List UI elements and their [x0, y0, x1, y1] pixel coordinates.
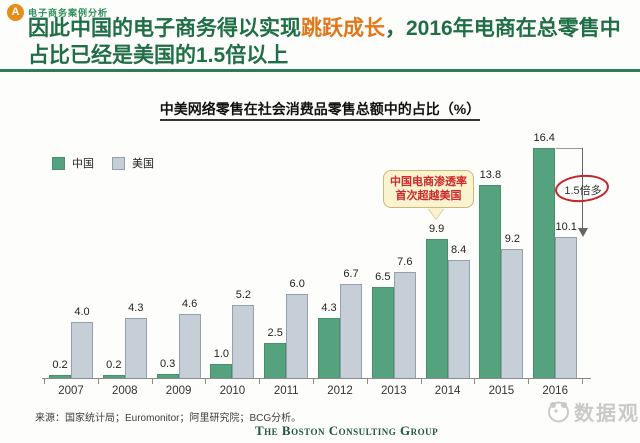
axis-tick — [582, 379, 583, 384]
bar-美国-2010 — [232, 305, 255, 378]
bar-美国-2014 — [447, 260, 470, 378]
bar-美国-2008 — [124, 317, 147, 378]
header-divider — [0, 69, 640, 72]
year-label-2011: 2011 — [273, 385, 299, 397]
axis-tick — [528, 379, 530, 384]
value-label-美国-2008: 4.3 — [128, 301, 144, 314]
axis-tick — [313, 379, 314, 384]
year-label-2009: 2009 — [165, 385, 192, 397]
bar-中国-2009 — [156, 373, 179, 378]
value-label-美国-2013: 7.6 — [397, 255, 413, 268]
legend-label-us: 美国 — [132, 158, 154, 170]
value-label-美国-2011: 6.0 — [289, 278, 305, 290]
bar-中国-2014 — [425, 239, 448, 378]
value-label-美国-2007: 4.0 — [74, 306, 90, 318]
chart-legend: 中国 美国 — [52, 155, 172, 171]
bar-美国-2011 — [286, 294, 309, 378]
bar-美国-2007 — [71, 322, 93, 378]
value-label-中国-2007: 0.2 — [52, 359, 68, 372]
callout-bubble: 中国电商渗透率 首次超越美国 — [383, 170, 474, 219]
value-label-中国-2012: 4.3 — [321, 301, 337, 314]
axis-tick — [420, 379, 422, 384]
value-label-美国-2012: 6.7 — [343, 268, 359, 281]
year-label-2012: 2012 — [327, 385, 353, 397]
bar-中国-2008 — [102, 375, 125, 378]
legend-label-china: 中国 — [72, 158, 94, 170]
watermark: 数据观 — [546, 397, 640, 426]
x-axis-line — [42, 378, 591, 379]
ratio-label: 1.5倍多 — [564, 185, 602, 197]
bar-中国-2011 — [264, 343, 287, 378]
legend-item-us: 美国 — [112, 155, 154, 171]
source-note: 来源：国家统计局；Euromonitor；阿里研究院；BCG分析。 — [35, 413, 302, 424]
down-arrow-line — [582, 148, 583, 229]
title-part-1: 因此中国的电子商务得以实现 — [28, 17, 301, 40]
value-label-美国-2015: 9.2 — [504, 233, 521, 246]
bar-美国-2016 — [555, 236, 578, 378]
year-label-2015: 2015 — [488, 385, 515, 397]
bar-中国-2010 — [210, 364, 233, 378]
axis-tick — [474, 379, 476, 384]
axis-tick — [205, 379, 207, 384]
value-label-中国-2016: 16.4 — [533, 132, 555, 145]
axis-tick — [366, 379, 368, 384]
value-label-中国-2011: 2.5 — [267, 327, 283, 339]
value-label-美国-2014: 8.4 — [450, 244, 467, 257]
year-label-2010: 2010 — [219, 385, 246, 397]
value-label-美国-2009: 4.6 — [181, 297, 198, 310]
us-swatch-icon — [112, 156, 125, 170]
chart-title: 中美网络零售在社会消费品零售总额中的占比（%） — [0, 99, 640, 121]
year-label-2013: 2013 — [381, 385, 407, 397]
bar-美国-2009 — [178, 313, 201, 378]
value-label-中国-2014: 9.9 — [428, 223, 445, 236]
year-label-2007: 2007 — [58, 385, 84, 397]
title-part-2: ，2016年电商在总零售中占比已经是美国的1.5倍以上 — [28, 17, 621, 67]
bar-美国-2012 — [340, 284, 362, 378]
value-label-中国-2013: 6.5 — [375, 271, 391, 283]
bar-中国-2013 — [371, 287, 394, 378]
bar-中国-2016 — [533, 148, 556, 378]
axis-tick — [151, 379, 153, 384]
bcg-logo-text: The Boston Consulting Group — [255, 423, 439, 438]
bar-中国-2007 — [49, 375, 71, 378]
legend-item-china: 中国 — [52, 155, 94, 171]
callout-line-1: 中国电商渗透率 — [390, 176, 467, 188]
title-highlight: 跳跃成长 — [301, 17, 385, 40]
year-label-2008: 2008 — [112, 385, 138, 397]
value-label-中国-2015: 13.8 — [479, 168, 502, 181]
section-badge: A — [7, 4, 24, 21]
china-swatch-icon — [52, 156, 65, 170]
year-label-2016: 2016 — [542, 385, 568, 397]
annotation-connector-line — [556, 148, 583, 149]
value-label-美国-2016: 10.1 — [555, 220, 577, 233]
axis-tick — [97, 379, 99, 384]
callout-line-2: 首次超越美国 — [395, 190, 462, 202]
callout-tail — [428, 208, 444, 219]
section-label: 电子商务案例分析 — [28, 8, 109, 18]
bar-美国-2013 — [393, 271, 416, 378]
axis-tick — [259, 379, 261, 384]
axis-tick — [44, 379, 45, 384]
bar-中国-2015 — [479, 184, 502, 378]
value-label-中国-2010: 1.0 — [213, 348, 230, 360]
bar-美国-2015 — [501, 249, 524, 378]
value-label-中国-2008: 0.2 — [106, 359, 122, 372]
page-title: 因此中国的电子商务得以实现跳跃成长，2016年电商在总零售中占比已经是美国的1.… — [28, 15, 634, 69]
shujuguan-logo-icon — [548, 401, 569, 423]
year-label-2014: 2014 — [434, 385, 461, 397]
value-label-中国-2009: 0.3 — [159, 357, 176, 370]
value-label-美国-2010: 5.2 — [235, 289, 252, 302]
down-arrow-icon — [578, 228, 588, 237]
bar-中国-2012 — [318, 317, 340, 378]
watermark-text: 数据观 — [574, 403, 640, 425]
